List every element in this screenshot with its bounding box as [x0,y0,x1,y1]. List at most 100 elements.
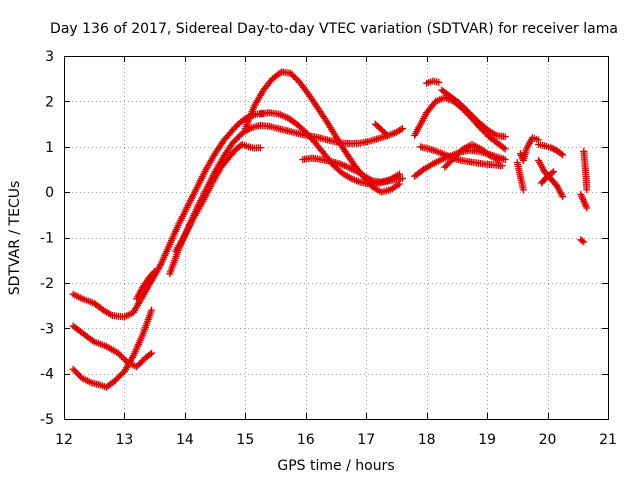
data-point [459,103,467,111]
grid-lines [64,56,608,419]
series-22 [580,147,591,194]
chart-title: Day 136 of 2017, Sidereal Day-to-day VTE… [50,21,618,37]
x-tick-label: 13 [116,432,134,448]
data-point [117,370,125,378]
data-point [111,376,119,384]
series-1 [69,322,156,371]
series-19 [535,156,567,201]
data-point [367,176,375,184]
x-axis-label: GPS time / hours [277,458,394,474]
data-point [550,168,558,176]
data-point [150,269,157,277]
data-point [456,148,464,156]
data-point [442,162,450,170]
data-point [559,151,567,159]
x-tick-label: 20 [539,432,557,448]
x-tick-label: 18 [418,432,436,448]
series-23 [577,190,591,212]
data-point [501,145,509,153]
data-point [465,109,473,117]
data-point [448,156,456,164]
data-point [136,360,144,368]
data-point [146,350,154,358]
data-point [396,180,403,188]
data-point [578,237,586,245]
axis-ticks [64,56,609,420]
series-9 [371,120,391,139]
data-point [116,372,124,380]
y-tick-label: -1 [40,231,54,247]
y-tick-label: 2 [45,94,54,110]
data-point [397,126,405,133]
series-24 [577,236,588,246]
y-tick-label: -4 [40,367,54,383]
data-point [120,355,128,363]
data-point [470,113,477,121]
data-point [557,150,565,158]
data-point [382,130,390,138]
series-20 [535,141,567,159]
data-point [231,137,239,145]
data-point [229,126,237,133]
data-point [548,169,556,177]
data-point [583,204,591,212]
data-point [75,371,83,379]
series-18 [513,159,527,194]
series-3 [133,268,159,303]
data-point [453,151,461,159]
series-13 [438,86,509,141]
data-point [116,351,124,359]
series-0 [69,110,267,321]
x-tick-label: 14 [176,432,194,448]
data-point [451,153,459,161]
y-tick-labels: 3 2 1 0 -1 -2 -3 -4 -5 [40,49,54,428]
y-tick-label: 3 [45,49,54,65]
series-5 [172,141,264,255]
series-12 [423,77,443,87]
data-point [444,160,452,168]
data-point [229,138,237,146]
data-point [293,75,301,83]
data-point [148,306,156,314]
y-tick-label: 1 [45,140,54,156]
x-tick-label: 17 [357,432,375,448]
y-tick-label: -3 [40,321,54,337]
data-point [74,370,82,378]
x-tick-label: 19 [478,432,496,448]
data-point [435,78,443,86]
data-point [119,354,127,362]
x-tick-label: 21 [599,432,617,448]
data-point [519,186,527,194]
x-tick-label: 12 [55,432,73,448]
data-point [450,154,458,162]
data-point [288,71,296,79]
data-point [148,349,156,357]
data-point [500,144,508,152]
data-point [441,163,449,171]
data-point [471,115,479,123]
data-point [133,363,140,371]
data-point [72,368,80,376]
data-point [71,367,79,375]
data-point [501,133,509,141]
data-point [139,357,147,365]
data-point [291,74,299,82]
series-10 [411,109,431,139]
data-point [454,150,462,158]
data-point [460,104,468,112]
data-point [501,156,509,163]
y-tick-label: -5 [40,412,54,428]
data-point [548,144,556,152]
data-point [69,365,77,373]
data-point [495,156,503,164]
data-point [232,135,240,143]
data-point [137,358,145,366]
data-point [457,101,465,109]
data-point [234,134,242,142]
data-point [377,126,385,133]
data-point [462,106,470,114]
data-point [287,69,295,77]
data-point [399,175,406,182]
data-point [232,122,240,130]
